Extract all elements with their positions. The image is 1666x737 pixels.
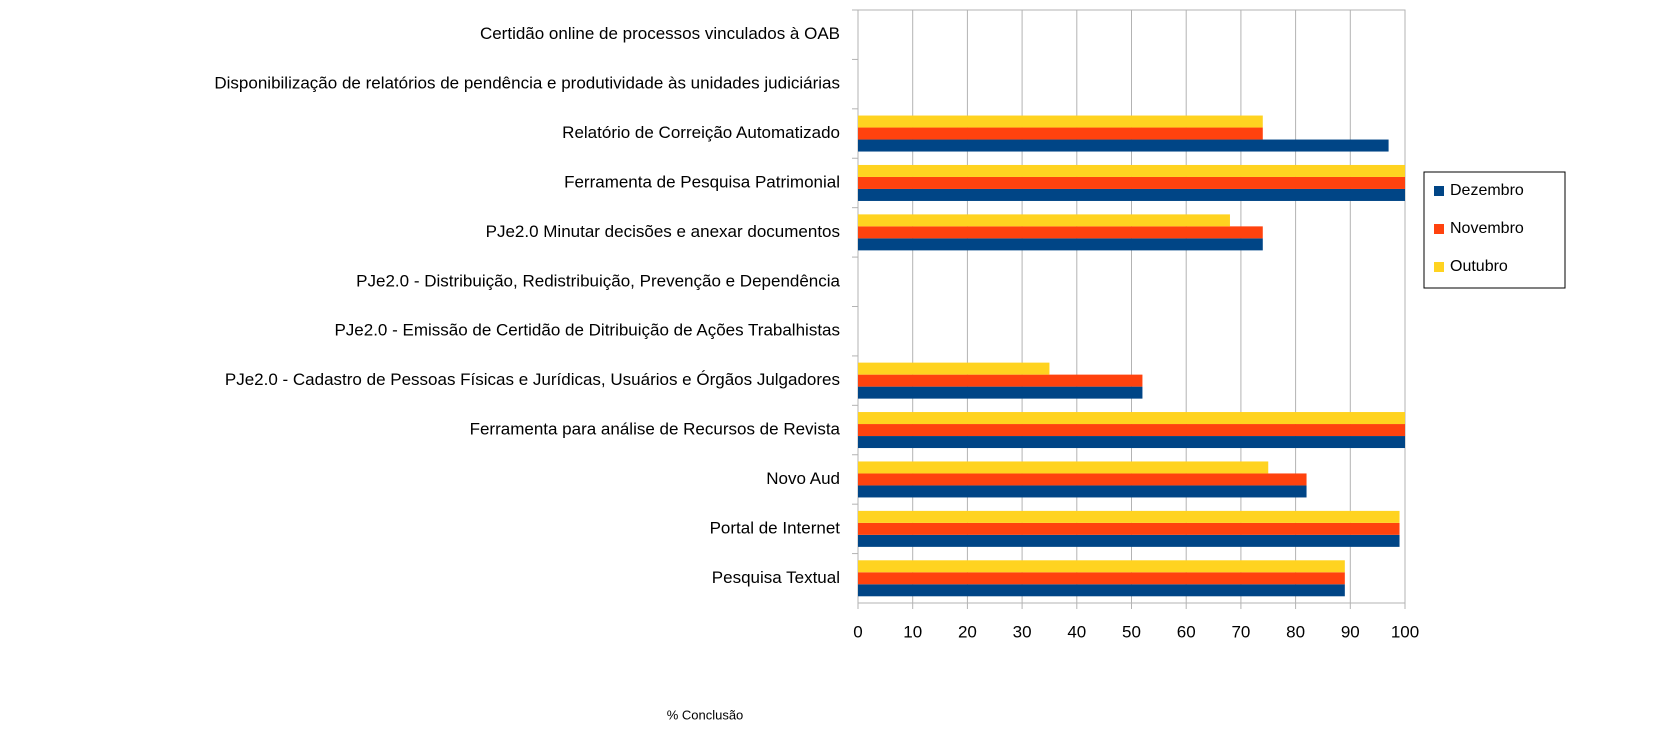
y-tick-label: Portal de Internet — [710, 518, 841, 537]
y-tick-label: PJe2.0 - Distribuição, Redistribuição, P… — [356, 271, 840, 290]
legend-box — [1423, 171, 1566, 289]
bar — [858, 584, 1345, 597]
bar — [858, 374, 1143, 387]
x-tick-label: 60 — [1177, 622, 1196, 641]
bar — [858, 424, 1405, 437]
bar — [858, 226, 1263, 239]
legend-label: Outubro — [1450, 258, 1508, 275]
bar — [858, 127, 1263, 140]
bar — [858, 461, 1269, 474]
bar — [858, 214, 1230, 227]
bar — [858, 534, 1400, 547]
legend-swatch — [1434, 186, 1444, 196]
x-axis-label: % Conclusão — [667, 707, 744, 722]
bar — [858, 176, 1405, 189]
bar — [858, 572, 1345, 585]
y-tick-label: Pesquisa Textual — [712, 568, 840, 587]
bar — [858, 522, 1400, 535]
x-tick-label: 10 — [903, 622, 922, 641]
bar — [858, 560, 1345, 573]
legend-label: Novembro — [1450, 220, 1524, 237]
legend-swatch — [1434, 262, 1444, 272]
x-tick-label: 50 — [1122, 622, 1141, 641]
x-tick-label: 20 — [958, 622, 977, 641]
bar — [858, 238, 1263, 251]
x-tick-label: 90 — [1341, 622, 1360, 641]
bar — [858, 188, 1405, 201]
x-tick-label: 100 — [1391, 622, 1419, 641]
y-tick-label: Ferramenta de Pesquisa Patrimonial — [564, 172, 840, 191]
y-tick-label: PJe2.0 - Cadastro de Pessoas Físicas e J… — [225, 370, 840, 389]
x-tick-label: 30 — [1013, 622, 1032, 641]
bar — [858, 412, 1405, 425]
bar — [858, 386, 1143, 399]
y-tick-label: Ferramenta para análise de Recursos de R… — [470, 420, 841, 439]
bar — [858, 485, 1307, 498]
y-tick-label: PJe2.0 - Emissão de Certidão de Ditribui… — [334, 321, 840, 340]
x-tick-label: 0 — [853, 622, 862, 641]
y-tick-label: Relatório de Correição Automatizado — [562, 123, 840, 142]
y-tick-label: PJe2.0 Minutar decisões e anexar documen… — [486, 222, 840, 241]
bar — [858, 510, 1400, 523]
bar — [858, 362, 1050, 375]
y-tick-label: Certidão online de processos vinculados … — [480, 24, 840, 43]
bar — [858, 164, 1405, 177]
x-tick-label: 80 — [1286, 622, 1305, 641]
x-tick-label: 70 — [1231, 622, 1250, 641]
y-tick-label: Novo Aud — [766, 469, 840, 488]
legend-label: Dezembro — [1450, 182, 1524, 199]
bar — [858, 436, 1405, 449]
x-tick-label: 40 — [1067, 622, 1086, 641]
bar — [858, 473, 1307, 486]
bar — [858, 115, 1263, 128]
y-tick-label: Disponibilização de relatórios de pendên… — [214, 74, 840, 93]
legend-swatch — [1434, 224, 1444, 234]
bar — [858, 139, 1389, 152]
